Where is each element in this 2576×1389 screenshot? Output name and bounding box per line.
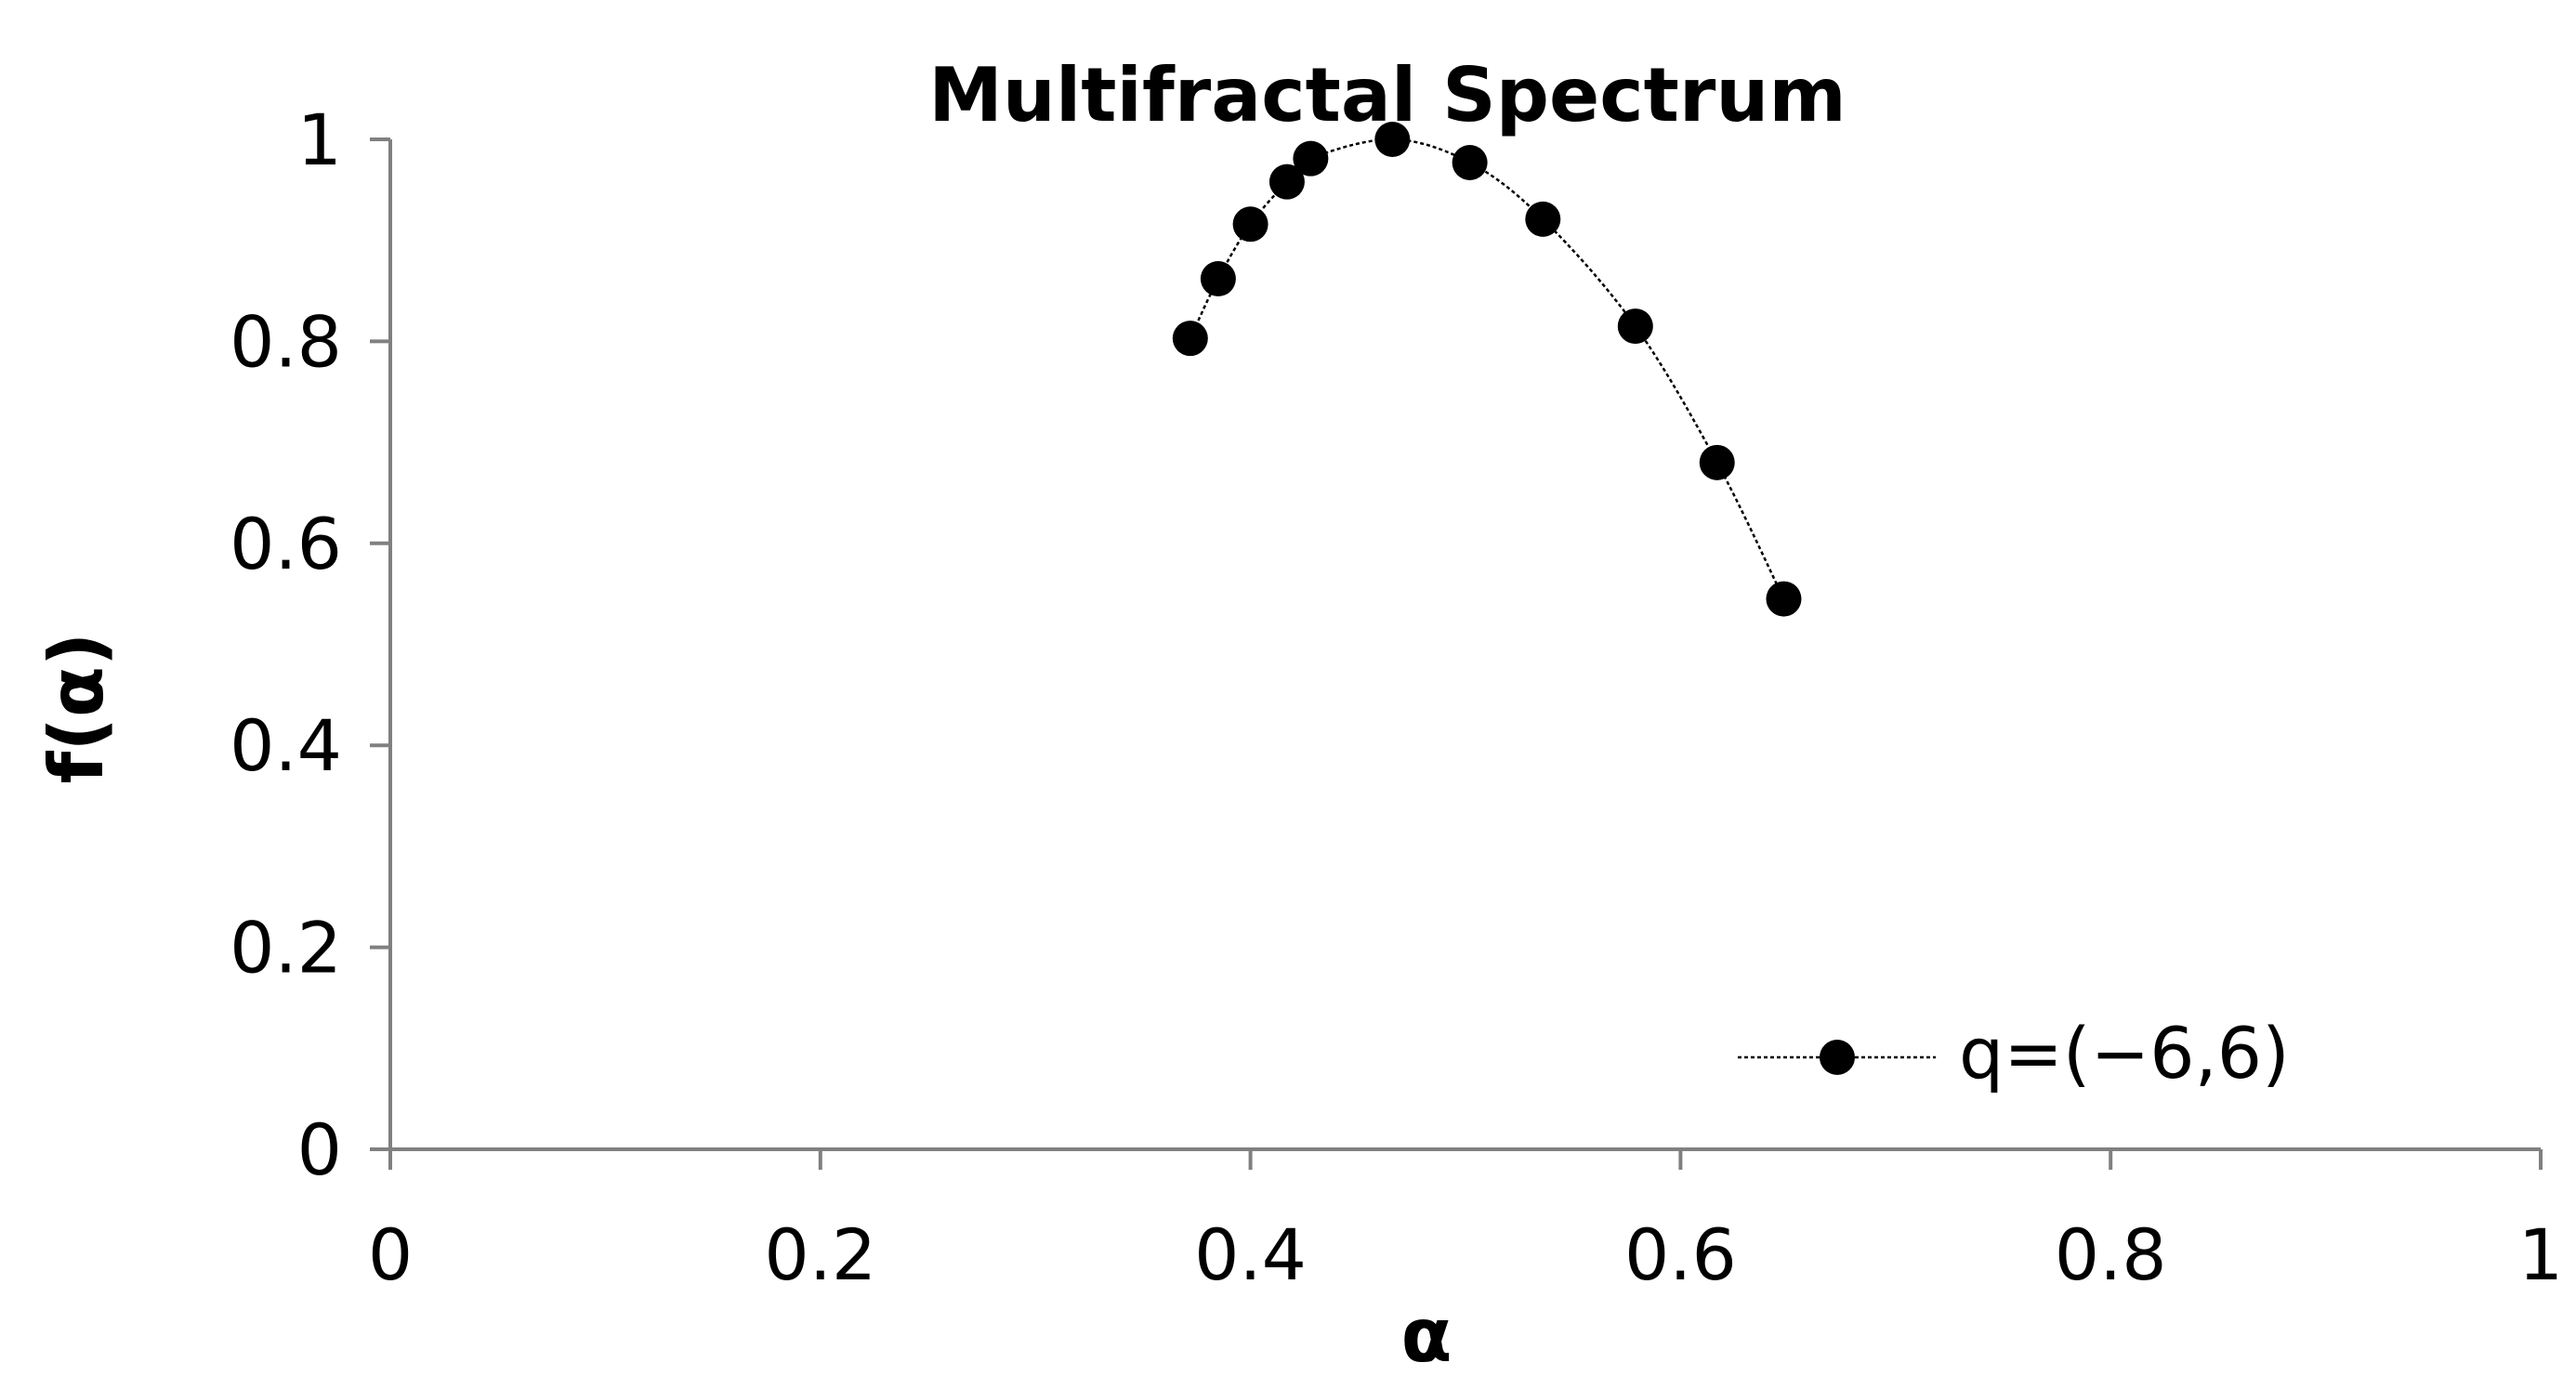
x-axis-label: α <box>1401 1292 1452 1379</box>
legend: q=(−6,6) <box>1738 1012 2290 1094</box>
y-tick-label: 0.8 <box>230 300 342 383</box>
y-tick-label: 0.2 <box>230 907 342 989</box>
data-point <box>1268 164 1305 200</box>
data-point <box>1525 201 1561 237</box>
x-tick-label: 1 <box>2518 1213 2563 1296</box>
x-tick-label: 0.6 <box>1624 1213 1737 1296</box>
y-tick-label: 0.4 <box>230 704 342 787</box>
x-axis-ticks: 0 0.2 0.4 0.6 0.8 1 <box>368 1149 2563 1296</box>
y-tick-label: 0.6 <box>230 503 342 585</box>
data-point <box>1766 581 1802 617</box>
x-tick-label: 0.4 <box>1194 1213 1307 1296</box>
data-point <box>1200 261 1236 297</box>
series-line <box>1189 138 1785 600</box>
y-tick-label: 0 <box>297 1108 342 1191</box>
legend-label: q=(−6,6) <box>1959 1012 2290 1094</box>
data-point <box>1452 145 1488 181</box>
data-point <box>1232 206 1268 242</box>
data-point <box>1699 444 1735 480</box>
y-axis-label: f(α) <box>33 633 120 784</box>
x-tick-label: 0.2 <box>764 1213 876 1296</box>
series-group <box>1172 122 1802 617</box>
legend-marker <box>1820 1040 1855 1075</box>
data-point <box>1617 308 1653 345</box>
data-point <box>1172 321 1208 357</box>
x-tick-label: 0.8 <box>2055 1213 2167 1296</box>
x-tick-label: 0 <box>368 1213 413 1296</box>
data-point <box>1374 122 1411 157</box>
data-point <box>1293 140 1329 177</box>
y-axis-ticks: 0 0.2 0.4 0.6 0.8 1 <box>230 98 390 1191</box>
y-tick-label: 1 <box>297 98 342 181</box>
